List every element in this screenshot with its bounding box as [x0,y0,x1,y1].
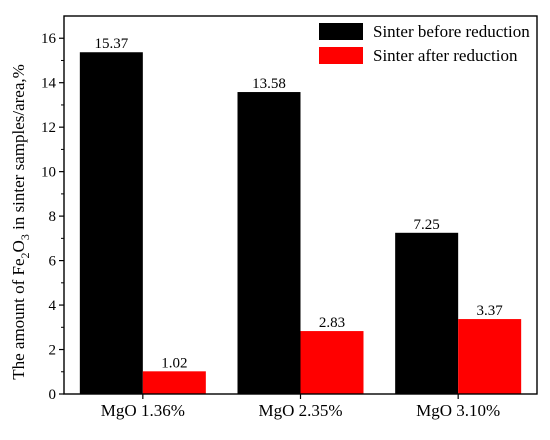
y-axis-title-part: The amount of Fe [9,258,28,379]
legend-swatch [319,23,363,40]
bars-layer [79,52,522,394]
y-tick-label: 8 [49,209,57,225]
legend-label: Sinter before reduction [373,22,530,41]
x-tick-label: MgO 3.10% [416,401,500,420]
bar-value-label: 15.37 [94,36,128,52]
bar [237,92,301,394]
y-tick-label: 16 [41,31,57,47]
axes-layer: MgO 1.36% MgO 2.35% MgO 3.10% 0 2 4 6 8 10 12 14 16 [41,15,538,420]
bar-value-label: 13.58 [252,76,286,92]
legend-label: Sinter after reduction [373,46,518,65]
bar-value-label: 3.37 [477,303,504,319]
bar-value-label: 2.83 [319,315,345,331]
y-tick-label: 6 [49,254,57,270]
x-tick-label: MgO 2.35% [258,401,342,420]
data-labels-layer: 15.37 1.02 13.58 2.83 7.25 3.37 [94,36,503,371]
bar [79,52,143,394]
y-tick-label: 14 [41,76,57,92]
legend-swatch [319,47,363,64]
y-axis-title-part: O [9,240,28,252]
legend: Sinter before reduction Sinter after redu… [319,22,530,65]
bar-value-label: 7.25 [414,217,440,233]
y-tick-label: 0 [49,387,57,403]
y-axis-title-subscript: 3 [18,234,32,240]
x-tick-label: MgO 1.36% [101,401,185,420]
y-tick-label: 4 [49,298,57,314]
y-axis-title: The amount of Fe2O3 in sinter samples/ar… [9,64,32,380]
bar [395,232,459,394]
y-tick-label: 2 [49,343,57,359]
bar [300,331,364,394]
y-axis-title-part: in sinter samples/area,% [9,64,28,234]
plot-frame [63,15,538,395]
bar [458,319,522,394]
bar-value-label: 1.02 [161,355,187,371]
bar [142,371,206,394]
y-tick-label: 12 [41,120,56,136]
y-axis-title-subscript: 2 [18,252,32,258]
y-tick-label: 10 [41,165,56,181]
